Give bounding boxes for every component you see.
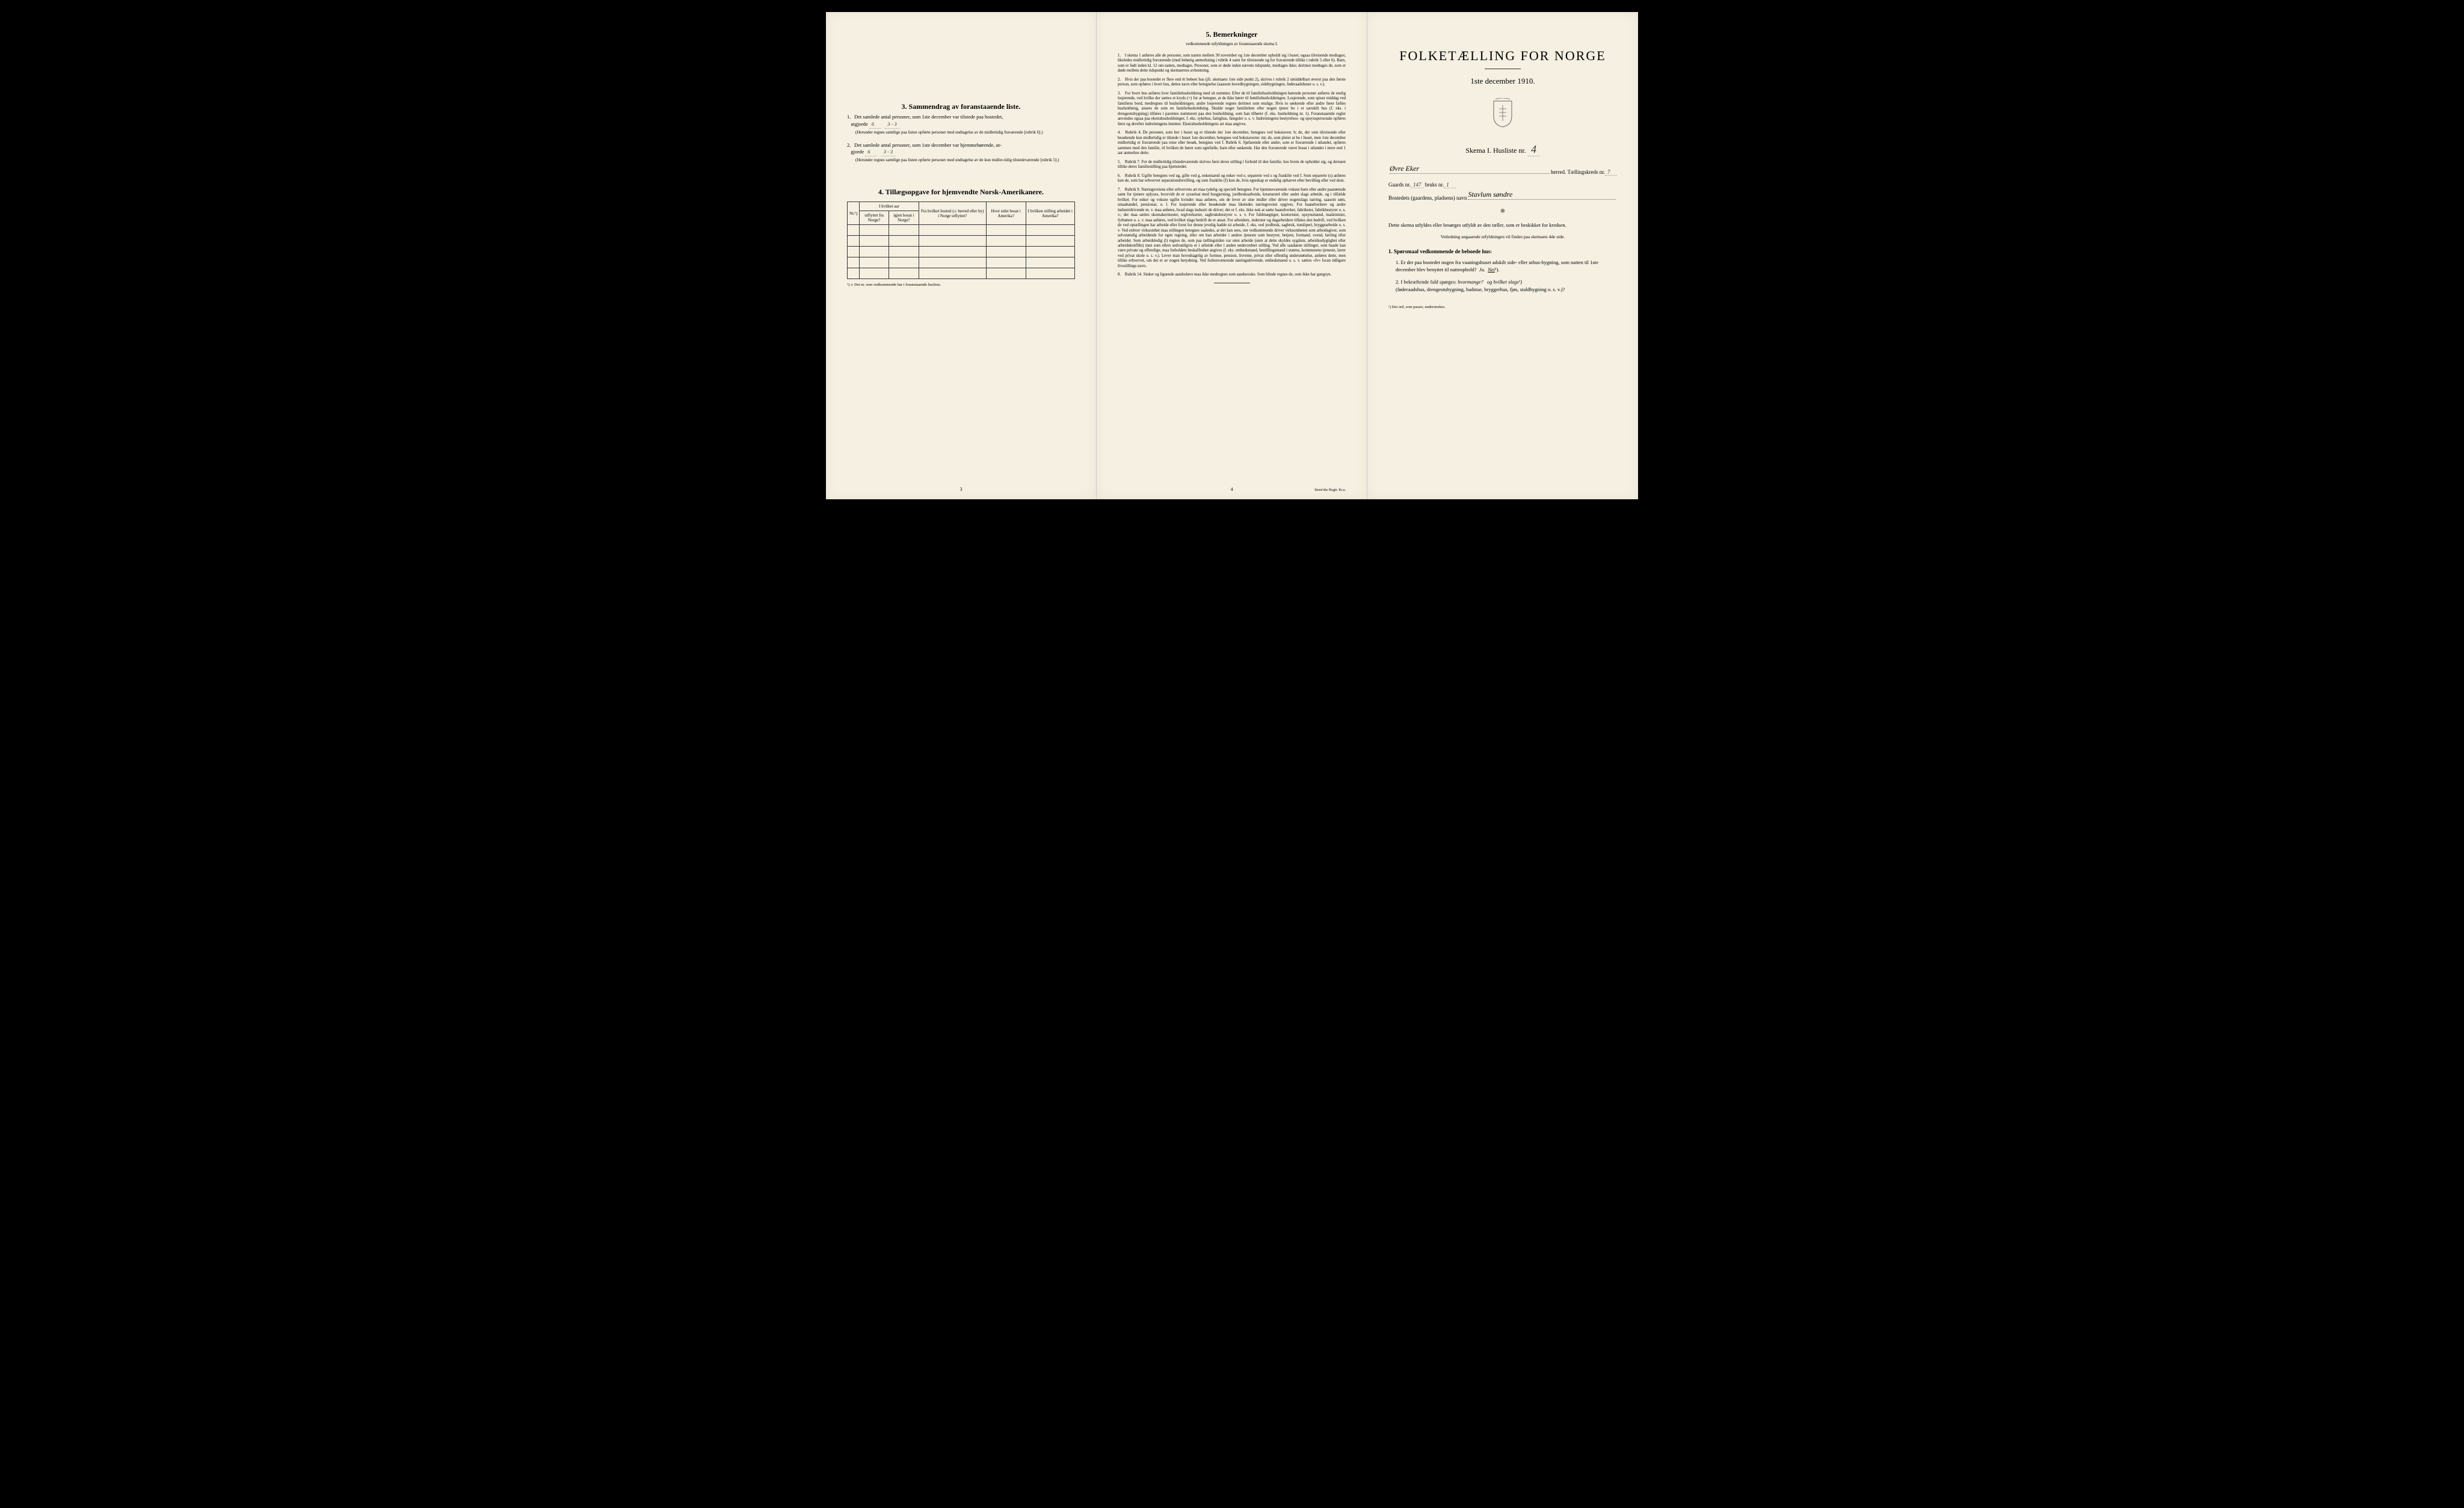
page-4: 5. Bemerkninger vedkommende utfyldningen… [1097, 12, 1367, 499]
instruction-2: Veiledning angaaende utfyldningen vil fi… [1388, 234, 1617, 241]
bruks-value: 1 [1444, 182, 1456, 188]
bemerk-item: 1. I skema 1 anføres alle de personer, s… [1118, 54, 1346, 74]
page-3: 3. Sammendrag av foranstaaende liste. 1.… [826, 12, 1097, 499]
bemerk-item: 5. Rubrik 7. For de midlertidig tilstede… [1118, 160, 1346, 170]
census-title: FOLKETÆLLING FOR NORGE [1388, 48, 1617, 64]
bemerk-item: 8. Rubrik 14. Sinker og lignende aandssl… [1118, 272, 1346, 277]
table-row [848, 236, 1075, 247]
bemerkninger-list: 1. I skema 1 anføres alle de personer, s… [1118, 54, 1346, 278]
herred-value: Øvre Eker [1390, 164, 1419, 173]
table-row [848, 268, 1075, 279]
bemerk-item: 3. For hvert hus anføres hver familiehus… [1118, 91, 1346, 127]
coat-of-arms-icon [1388, 98, 1617, 131]
census-date: 1ste december 1910. [1388, 76, 1617, 86]
p3-footnote: ¹) Det ord, som passer, understrekes. [1388, 305, 1617, 309]
document-spread: 3. Sammendrag av foranstaaende liste. 1.… [826, 12, 1638, 499]
ornament-icon: ❋ [1388, 208, 1617, 215]
skema-line: Skema I. Husliste nr. 4 [1388, 143, 1617, 156]
q-header: 1. Spørsmaal vedkommende de beboede hus: [1388, 248, 1617, 254]
bemerk-item: 4. Rubrik 4. De personer, som bor i huse… [1118, 131, 1346, 156]
section-5-sub: vedkommende utfyldningen av foranstaaend… [1118, 42, 1346, 46]
gaards-value: 147 [1411, 182, 1424, 188]
bosted-line: Bostedets (gaardens, pladsens) navn Stav… [1388, 194, 1617, 201]
section-5-title: 5. Bemerkninger [1118, 30, 1346, 39]
q1: 1. Er der paa bostedet nogen fra vaaning… [1396, 259, 1617, 274]
val-hjemme-total: 6 [865, 149, 877, 156]
questions-section: 1. Spørsmaal vedkommende de beboede hus:… [1388, 248, 1617, 293]
val-tilstede-total: 6 [869, 121, 881, 129]
table-footnote: ¹) ɔ: Det nr. som vedkommende har i fora… [847, 283, 1075, 287]
herred-line: Øvre Eker herred. Tællingskreds nr. 7 [1388, 168, 1617, 176]
item-3-1: 1.Det samlede antal personer, som 1ste d… [847, 114, 1075, 136]
table-row [848, 225, 1075, 236]
bemerk-item: 7. Rubrik 9. Næringsveiens eller erhverv… [1118, 188, 1346, 269]
instruction-1: Dette skema utfyldes eller besørges utfy… [1388, 222, 1617, 229]
bosted-value: Stavlum søndre [1468, 190, 1512, 199]
bemerk-item: 6. Rubrik 8. Ugifte betegnes ved ug, gif… [1118, 174, 1346, 184]
val-hjemme-split: 3 - 3 [881, 149, 896, 156]
section-3-title: 3. Sammendrag av foranstaaende liste. [847, 102, 1075, 111]
page-number: 4 [1231, 487, 1233, 492]
amerikanere-table: Nr.¹) I hvilket aar Fra hvilket bosted (… [847, 202, 1075, 279]
tkreds-value: 7 [1605, 169, 1617, 176]
husliste-nr: 4 [1528, 143, 1540, 156]
val-tilstede-split: 3 - 3 [885, 121, 899, 129]
printer-mark: Steen'ske Bogtr. Kr.a. [1314, 488, 1346, 492]
item-3-2: 2.Det samlede antal personer, som 1ste d… [847, 142, 1075, 164]
gaards-line: Gaards nr. 147 bruks nr. 1 [1388, 182, 1617, 188]
table-row [848, 247, 1075, 257]
bemerk-item: 2. Hvis der paa bostedet er flere end ét… [1118, 78, 1346, 88]
q1-answer-nei: Nei [1488, 266, 1495, 272]
q2: 2. I bekræftende fald spørges: hvormange… [1396, 279, 1617, 293]
table-row [848, 257, 1075, 268]
page-number: 3 [960, 487, 962, 492]
section-4-title: 4. Tillægsopgave for hjemvendte Norsk-Am… [847, 188, 1075, 197]
page-title-page: FOLKETÆLLING FOR NORGE 1ste december 191… [1367, 12, 1638, 499]
